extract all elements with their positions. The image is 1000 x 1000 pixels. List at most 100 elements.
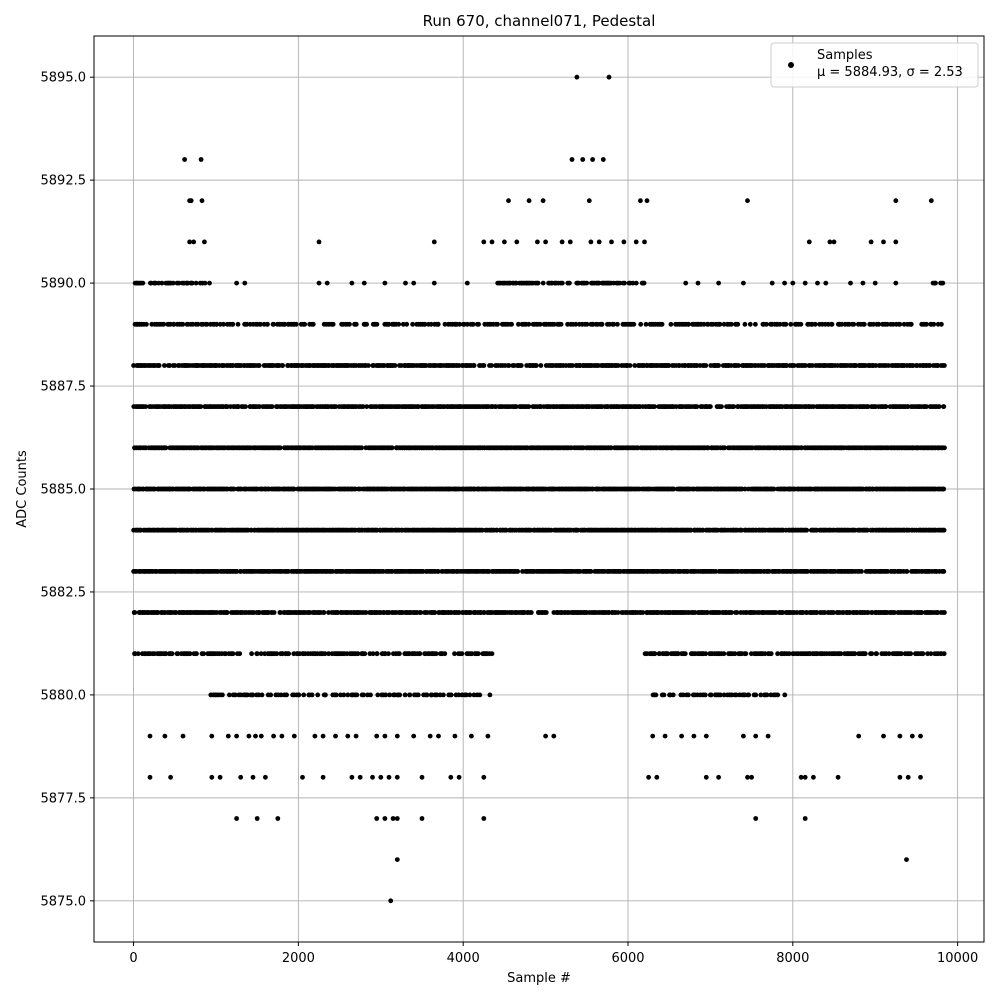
scatter-point xyxy=(694,404,700,409)
scatter-point xyxy=(321,610,327,615)
scatter-point xyxy=(368,692,373,698)
scatter-point xyxy=(513,404,519,409)
scatter-point xyxy=(927,363,933,368)
scatter-point xyxy=(570,363,575,368)
scatter-point xyxy=(424,692,430,698)
scatter-point xyxy=(471,363,477,368)
scatter-point xyxy=(935,363,941,368)
scatter-point xyxy=(333,692,339,698)
scatter-point xyxy=(851,321,857,327)
scatter-point xyxy=(736,363,741,368)
scatter-point xyxy=(467,692,473,698)
scatter-point xyxy=(941,527,947,533)
scatter-point xyxy=(703,363,709,368)
scatter-point xyxy=(559,280,565,286)
scatter-point xyxy=(441,692,446,698)
scatter-point xyxy=(296,692,302,698)
scatter-point xyxy=(362,651,368,657)
scatter-point xyxy=(354,692,360,698)
scatter-point xyxy=(924,404,929,409)
scatter-point xyxy=(392,363,398,368)
scatter-point xyxy=(140,280,146,286)
scatter-point xyxy=(558,321,564,327)
scatter-point xyxy=(652,651,658,657)
scatter-point xyxy=(729,610,734,615)
scatter-point xyxy=(476,321,481,327)
scatter-point xyxy=(735,321,741,327)
scatter-point xyxy=(259,692,265,698)
scatter-point xyxy=(661,692,667,698)
scatter-point xyxy=(622,280,627,286)
scatter-point xyxy=(302,321,308,327)
scatter-point xyxy=(670,692,676,698)
scatter-point xyxy=(495,321,500,327)
scatter-point xyxy=(861,321,867,327)
scatter-point xyxy=(638,321,644,327)
scatter-point xyxy=(293,321,299,327)
scatter-point xyxy=(477,692,483,698)
scatter-point xyxy=(194,651,199,657)
scatter-point xyxy=(364,321,369,327)
scatter-point xyxy=(535,280,541,286)
scatter-point xyxy=(859,569,864,574)
scatter-point xyxy=(360,404,366,409)
scatter-point xyxy=(886,363,891,368)
scatter-point xyxy=(257,404,262,409)
scatter-point xyxy=(277,445,283,451)
scatter-point xyxy=(172,363,178,368)
scatter-point xyxy=(511,363,517,368)
scatter-point xyxy=(237,651,243,657)
scatter-point xyxy=(271,610,277,615)
scatter-point xyxy=(207,280,212,286)
scatter-point xyxy=(920,651,926,657)
scatter-point xyxy=(407,692,413,698)
scatter-point xyxy=(144,321,149,327)
scatter-point xyxy=(397,651,402,657)
scatter-point xyxy=(941,651,947,657)
scatter-point xyxy=(459,651,465,657)
scatter-point xyxy=(374,651,380,657)
scatter-point xyxy=(365,363,371,368)
scatter-point xyxy=(811,404,816,409)
scatter-point xyxy=(433,651,439,657)
scatter-point xyxy=(243,404,248,409)
scatter-point xyxy=(632,363,638,368)
scatter-point xyxy=(615,363,621,368)
scatter-point xyxy=(791,363,797,368)
scatter-point xyxy=(359,445,365,451)
scatter-point xyxy=(269,404,275,409)
scatter-point xyxy=(599,321,605,327)
scatter-point xyxy=(410,321,415,327)
scatter-point xyxy=(615,321,620,327)
scatter-point xyxy=(364,404,370,409)
scatter-point xyxy=(931,321,937,327)
scatter-point xyxy=(330,321,336,327)
scatter-point xyxy=(812,321,818,327)
scatter-point xyxy=(416,404,421,409)
scatter-point xyxy=(941,569,947,574)
scatter-point xyxy=(540,280,546,286)
scatter-point xyxy=(764,321,769,327)
scatter-point xyxy=(940,280,946,286)
scatter-point xyxy=(415,692,421,698)
scatter-point xyxy=(803,363,808,368)
scatter-point xyxy=(652,404,657,409)
scatter-point xyxy=(743,651,749,657)
scatter-point xyxy=(235,321,241,327)
scatter-point xyxy=(132,610,138,615)
scatter-point xyxy=(939,321,944,327)
scatter-point xyxy=(347,321,352,327)
scatter-point xyxy=(323,692,328,698)
scatter-point xyxy=(809,363,815,368)
scatter-point xyxy=(284,692,289,698)
scatter-point xyxy=(538,363,544,368)
scatter-point xyxy=(180,321,186,327)
scatter-point xyxy=(435,321,441,327)
scatter-point xyxy=(768,651,774,657)
scatter-point xyxy=(908,321,914,327)
scatter-point xyxy=(256,363,262,368)
scatter-point xyxy=(936,404,942,409)
scatter-point xyxy=(386,651,391,657)
